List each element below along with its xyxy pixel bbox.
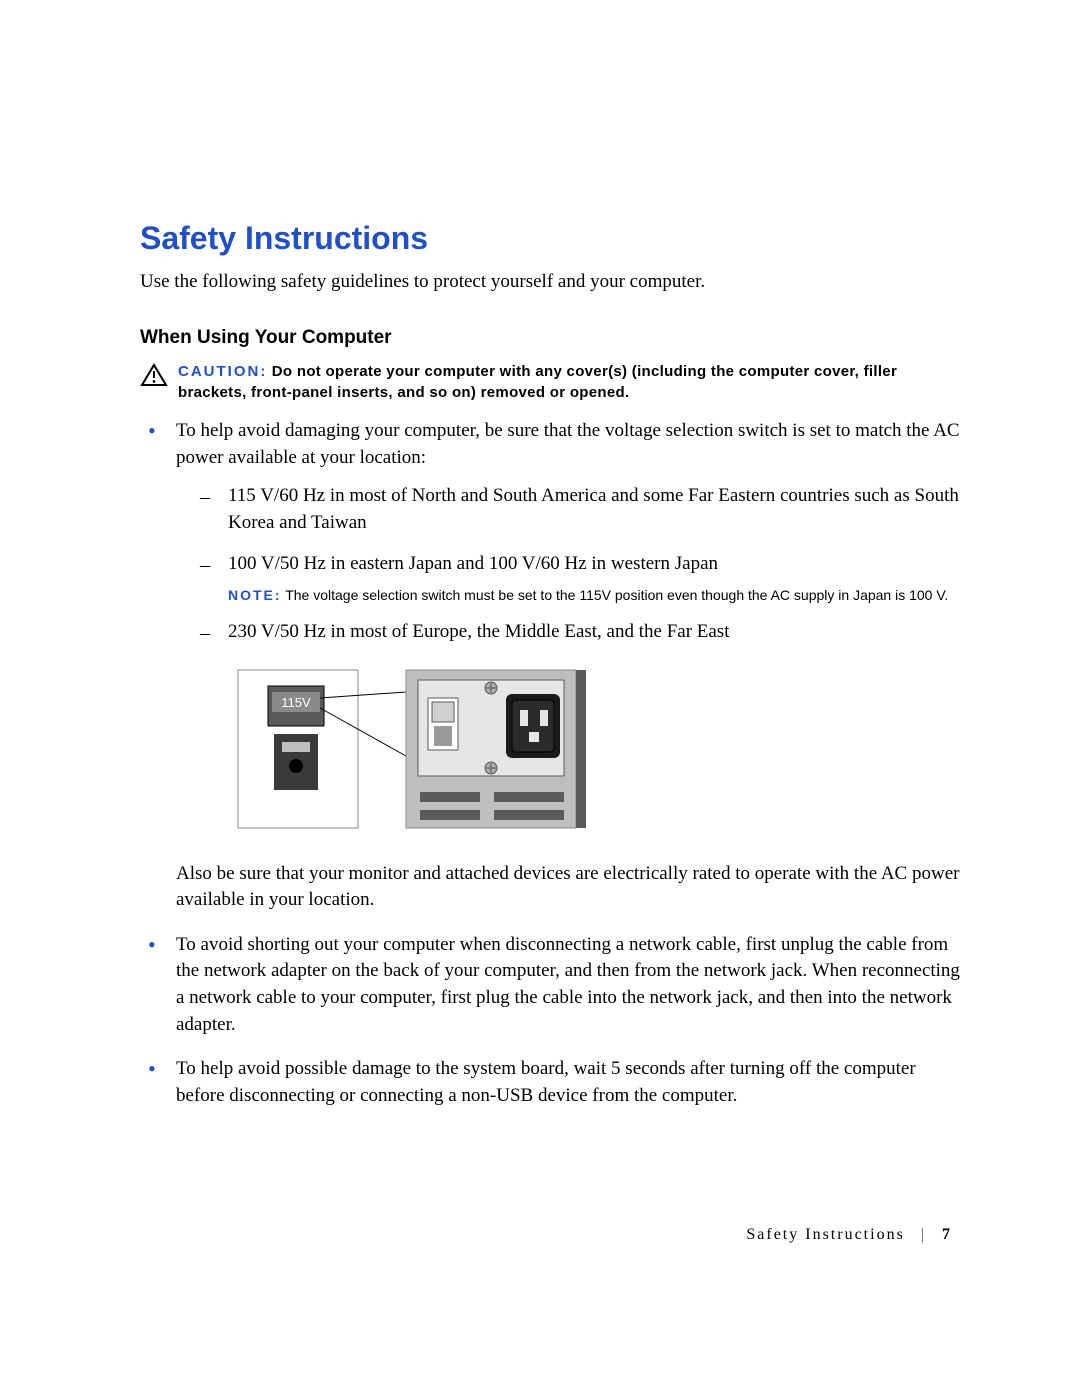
note-body: The voltage selection switch must be set… bbox=[285, 587, 948, 603]
page-footer: Safety Instructions | 7 bbox=[746, 1226, 950, 1244]
dash-item-2: 100 V/50 Hz in eastern Japan and 100 V/6… bbox=[200, 551, 960, 606]
bullet-item-3: To help avoid possible damage to the sys… bbox=[148, 1056, 960, 1109]
note-block: NOTE: The voltage selection switch must … bbox=[228, 585, 960, 605]
dash-item-1: 115 V/60 Hz in most of North and South A… bbox=[200, 483, 960, 536]
note-label: NOTE: bbox=[228, 587, 282, 603]
bullet-list: To help avoid damaging your computer, be… bbox=[148, 418, 960, 1109]
page-content: Safety Instructions Use the following sa… bbox=[140, 220, 960, 1127]
caution-block: CAUTION: Do not operate your computer wi… bbox=[140, 361, 960, 405]
caution-label: CAUTION: bbox=[178, 363, 267, 380]
footer-separator: | bbox=[921, 1226, 926, 1243]
switch-label-text: 115V bbox=[281, 695, 311, 710]
caution-body: Do not operate your computer with any co… bbox=[178, 363, 897, 402]
bullet-item-1: To help avoid damaging your computer, be… bbox=[148, 418, 960, 914]
voltage-switch-figure: 115V bbox=[236, 664, 960, 843]
dash-item-3: 230 V/50 Hz in most of Europe, the Middl… bbox=[200, 619, 960, 646]
caution-icon bbox=[140, 363, 168, 392]
bullet1-lead: To help avoid damaging your computer, be… bbox=[176, 420, 960, 468]
footer-page-number: 7 bbox=[942, 1226, 950, 1243]
dash-list: 115 V/60 Hz in most of North and South A… bbox=[200, 483, 960, 646]
dash2-text: 100 V/50 Hz in eastern Japan and 100 V/6… bbox=[228, 553, 718, 574]
bullet1-after: Also be sure that your monitor and attac… bbox=[176, 861, 960, 914]
footer-section: Safety Instructions bbox=[746, 1226, 904, 1243]
caution-text: CAUTION: Do not operate your computer wi… bbox=[178, 361, 960, 405]
bullet-item-2: To avoid shorting out your computer when… bbox=[148, 932, 960, 1038]
page-title: Safety Instructions bbox=[140, 220, 960, 257]
section-subhead: When Using Your Computer bbox=[140, 327, 960, 349]
intro-paragraph: Use the following safety guidelines to p… bbox=[140, 269, 960, 295]
